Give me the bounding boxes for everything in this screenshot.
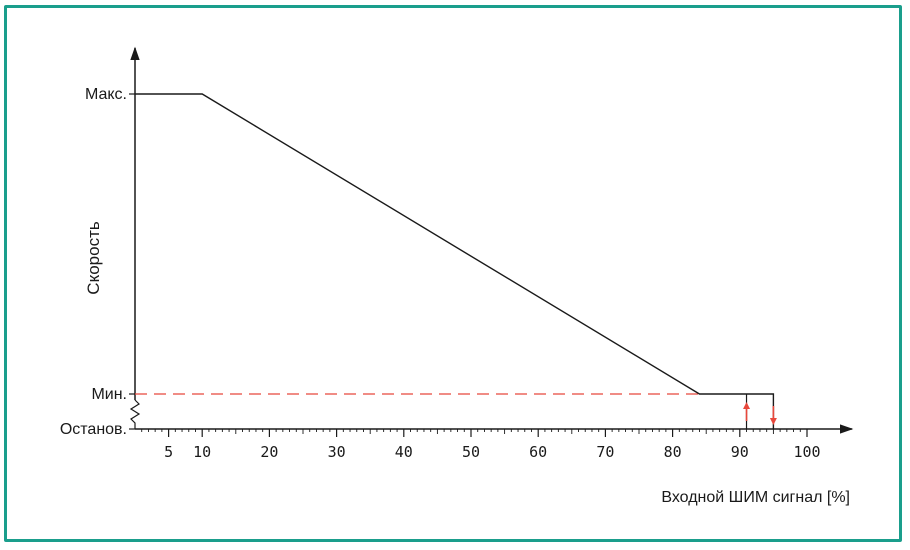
x-tick-label: 5 [164,443,173,461]
x-tick-label: 50 [462,443,480,461]
x-tick-label: 70 [596,443,614,461]
y-level-label-min: Мин. [91,386,127,403]
x-tick-label: 10 [193,443,211,461]
x-tick-label: 100 [793,443,820,461]
y-axis-break [129,399,141,429]
y-axis-levels: Макс. Мин. Останов. [60,86,135,438]
restart-arrow-head [743,402,751,409]
x-tick-label: 30 [328,443,346,461]
axes [129,46,854,434]
x-tick-label: 60 [529,443,547,461]
speed-vs-pwm-chart: 5 10 20 30 40 50 60 70 80 90 100 Макс. Мин. Останов.… [60,46,854,506]
x-tick-label: 40 [395,443,413,461]
y-level-label-stop: Останов. [60,421,127,438]
x-axis-ticks: 5 10 20 30 40 50 60 70 80 90 100 [141,429,821,461]
x-tick-label: 90 [731,443,749,461]
hysteresis-annotation [743,394,777,429]
y-level-label-max: Макс. [85,86,127,103]
x-axis-title: Входной ШИМ сигнал [%] [661,489,850,506]
series-lines [135,93,775,429]
y-axis-title: Скорость [84,221,103,295]
figure-frame: 5 10 20 30 40 50 60 70 80 90 100 Макс. Мин. Останов.… [4,5,902,542]
x-tick-label: 80 [664,443,682,461]
stop-arrow-head [769,418,777,425]
x-tick-label: 20 [260,443,278,461]
speed-curve [135,93,775,429]
